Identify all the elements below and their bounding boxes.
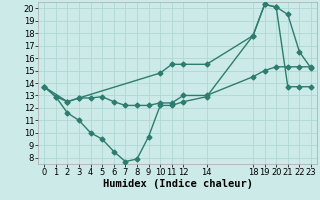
X-axis label: Humidex (Indice chaleur): Humidex (Indice chaleur) (103, 179, 252, 189)
